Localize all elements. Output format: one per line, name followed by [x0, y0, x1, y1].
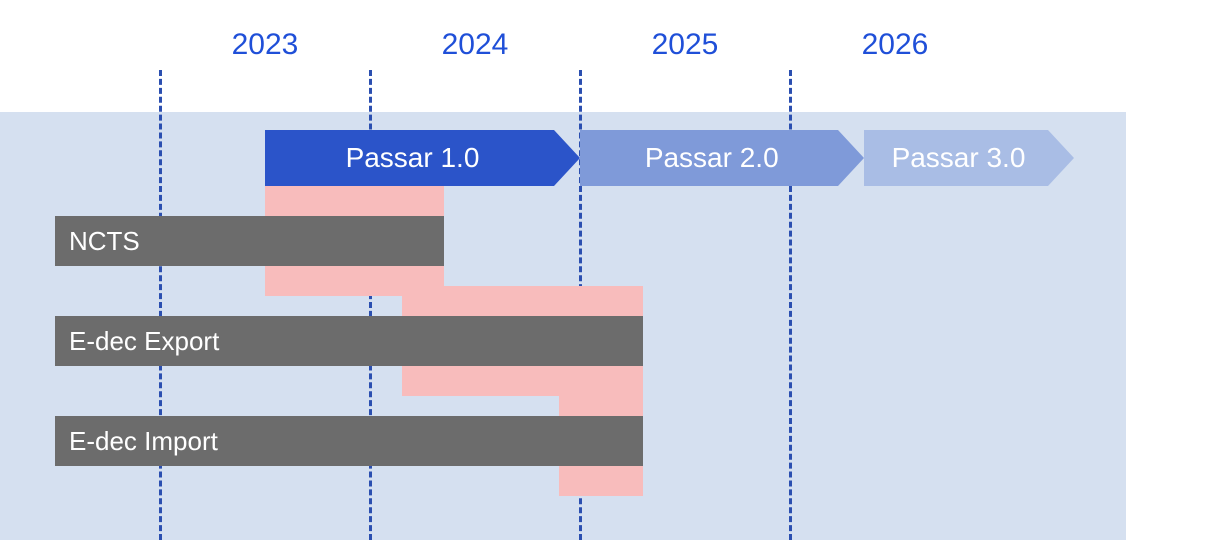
legacy-bar-label: E-dec Import [69, 426, 218, 457]
timeline-chart: 2023 2024 2025 2026 NCTS E-dec Export E-dec Im… [0, 0, 1222, 540]
legacy-bar: E-dec Import [55, 416, 643, 466]
year-label: 2025 [652, 28, 719, 62]
transition-band-upper [265, 186, 444, 216]
phase-arrow-label: Passar 3.0 [864, 142, 1074, 174]
phase-arrow: Passar 2.0 [580, 130, 864, 186]
legacy-bar-label: NCTS [69, 226, 140, 257]
transition-band-upper [559, 386, 643, 416]
year-label: 2023 [232, 28, 299, 62]
phase-arrow: Passar 3.0 [864, 130, 1074, 186]
legacy-bar: E-dec Export [55, 316, 643, 366]
phase-arrow: Passar 1.0 [265, 130, 580, 186]
year-label: 2026 [862, 28, 929, 62]
legacy-bar: NCTS [55, 216, 444, 266]
year-label: 2024 [442, 28, 509, 62]
phase-arrow-label: Passar 1.0 [265, 142, 580, 174]
transition-band-lower [559, 466, 643, 496]
gridline [159, 70, 162, 540]
phase-arrow-label: Passar 2.0 [580, 142, 864, 174]
legacy-bar-label: E-dec Export [69, 326, 219, 357]
transition-band-upper [402, 286, 644, 316]
